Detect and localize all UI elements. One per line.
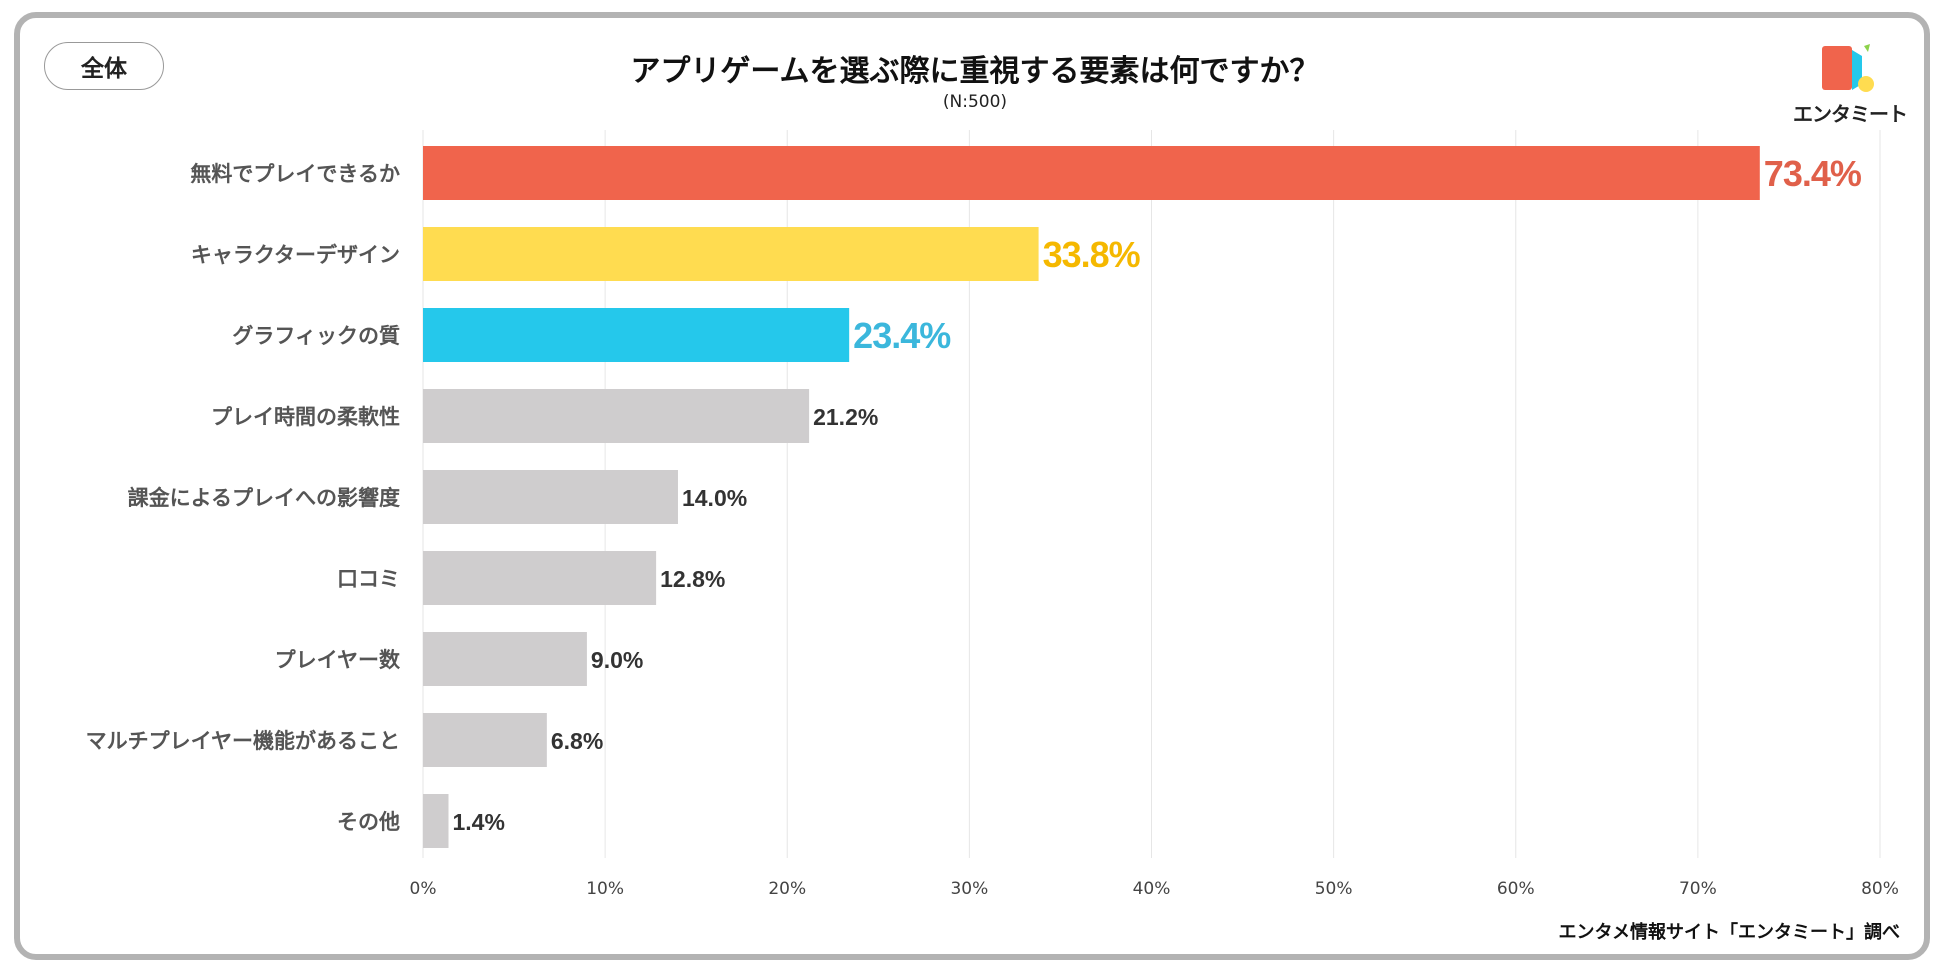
bar [423,227,1039,281]
value-label: 73.4% [1764,153,1862,194]
category-label: プレイヤー数 [275,648,401,672]
chart-title: アプリゲームを選ぶ際に重視する要素は何ですか？ [630,54,1320,89]
bar [423,551,657,605]
x-tick-label: 50% [1315,879,1353,899]
logo-icon [1822,44,1874,92]
x-tick-label: 70% [1679,879,1717,899]
logo-text: エンタミート [1793,102,1908,126]
bar [423,794,449,848]
value-label: 1.4% [452,809,504,835]
value-label: 33.8% [1043,234,1141,275]
chart-subtitle: (N:500) [942,92,1008,112]
entameet-logo: エンタミート [1790,42,1910,126]
value-label: 12.8% [660,566,725,592]
bar [423,146,1760,200]
category-label: その他 [337,810,400,834]
value-label: 23.4% [853,315,951,356]
category-labels: 無料でプレイできるかキャラクターデザイングラフィックの質プレイ時間の柔軟性課金に… [86,162,401,834]
x-tick-label: 30% [950,879,988,899]
value-label: 9.0% [591,647,643,673]
x-tick-labels: 0% 10% 20% 30% 40% 50% 60% 70% 80% [410,879,1899,899]
bar [423,389,810,443]
category-label: キャラクターデザイン [191,243,400,267]
x-tick-label: 10% [586,879,624,899]
value-label: 14.0% [682,485,747,511]
x-tick-label: 80% [1861,879,1899,899]
category-label: 口コミ [337,567,400,591]
bars [423,146,1760,848]
source-note: エンタメ情報サイト「エンタミート」調べ [1558,922,1900,943]
x-tick-label: 0% [410,879,437,899]
bar [423,632,587,686]
segment-badge: 全体 [44,42,164,90]
category-label: マルチプレイヤー機能があること [86,729,400,753]
value-labels: 73.4% 33.8% 23.4% 21.2% 14.0% 12.8% 9.0% 6.8% 1.… [452,153,1862,835]
value-label: 6.8% [551,728,603,754]
x-tick-label: 20% [768,879,806,899]
bar [423,470,678,524]
bar [423,308,850,362]
category-label: 無料でプレイできるか [190,162,400,186]
x-tick-label: 60% [1497,879,1535,899]
value-label: 21.2% [813,404,878,430]
category-label: プレイ時間の柔軟性 [211,405,400,429]
x-tick-label: 40% [1133,879,1171,899]
category-label: 課金によるプレイへの影響度 [128,486,400,510]
bar [423,713,547,767]
category-label: グラフィックの質 [232,324,400,348]
